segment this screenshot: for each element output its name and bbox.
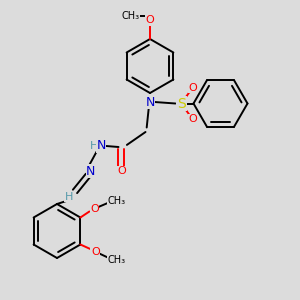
Text: O: O	[91, 247, 100, 257]
Text: CH₃: CH₃	[107, 254, 125, 265]
Text: O: O	[90, 203, 99, 214]
Text: H: H	[90, 140, 99, 151]
Text: O: O	[146, 15, 154, 26]
Text: CH₃: CH₃	[107, 196, 125, 206]
Text: CH₃: CH₃	[122, 11, 140, 21]
Text: S: S	[177, 97, 186, 110]
Text: O: O	[118, 166, 127, 176]
Text: O: O	[188, 83, 197, 93]
Text: N: N	[86, 164, 96, 178]
Text: O: O	[188, 114, 197, 124]
Text: H: H	[65, 191, 73, 202]
Text: N: N	[145, 95, 155, 109]
Text: N: N	[96, 139, 106, 152]
